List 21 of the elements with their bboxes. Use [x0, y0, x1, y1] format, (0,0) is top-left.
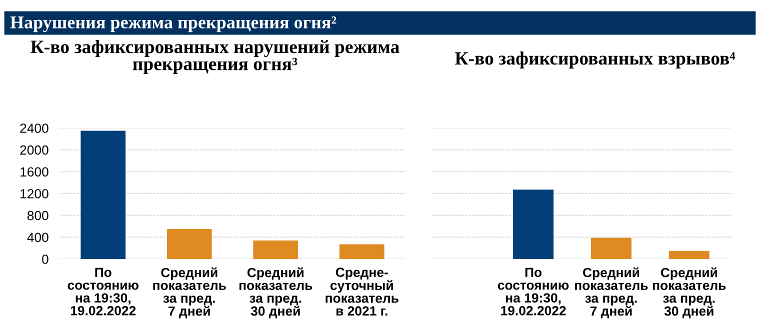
chart-subtitle: К-во зафиксированных нарушений режима прекращения огня³ — [30, 40, 400, 74]
bar — [80, 130, 126, 259]
x-tick-label: Средний показатель за пред. 7 дней — [153, 267, 226, 318]
x-tick-label: Средний показатель за пред. 7 дней — [575, 267, 648, 318]
x-tick-label: По состоянию на 19:30, 19.02.2022 — [498, 268, 569, 316]
chart-title: К-во зафиксированных взрывов⁴ — [455, 52, 736, 68]
chart-title: Нарушения режима прекращения огня² — [10, 16, 336, 32]
bar — [166, 228, 212, 259]
x-tick-label: Средний показатель за пред. 30 дней — [239, 267, 312, 318]
y-tick-label: 1600 — [20, 167, 48, 177]
y-tick-label: 0 — [42, 254, 48, 264]
x-tick-label: Средне- суточный показатель в 2021 г. — [326, 268, 398, 316]
bar — [339, 244, 384, 259]
bar — [253, 240, 298, 259]
x-tick-label: Средний показатель за пред. 30 дней — [652, 267, 726, 318]
y-tick-label: 2400 — [20, 124, 48, 133]
y-tick-label: 800 — [27, 210, 48, 220]
y-tick-label: 1200 — [20, 189, 48, 198]
y-tick-label: 2000 — [20, 145, 48, 155]
y-tick-label: 400 — [27, 232, 48, 242]
x-tick-label: По состоянию на 19:30, 19.02.2022 — [68, 268, 138, 316]
